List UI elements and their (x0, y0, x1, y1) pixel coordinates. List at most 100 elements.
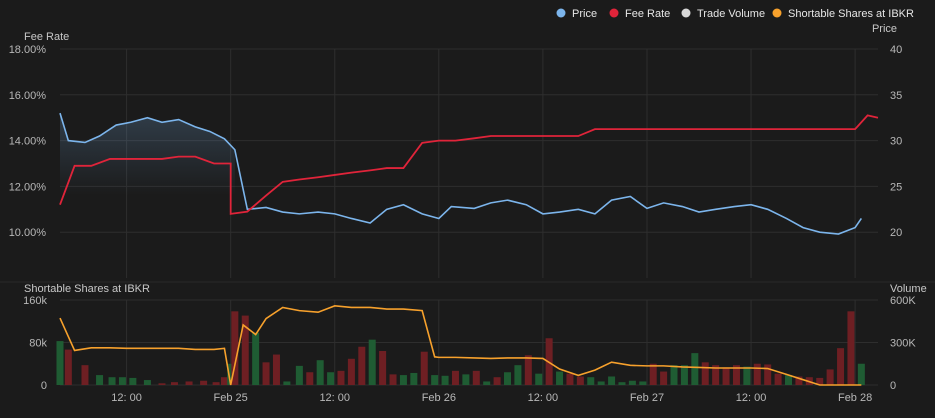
volume-bar[interactable] (774, 373, 782, 385)
volume-bar[interactable] (722, 367, 730, 385)
volume-bar[interactable] (826, 369, 834, 385)
volume-bar[interactable] (316, 360, 324, 385)
volume-bar[interactable] (129, 377, 137, 385)
volume-bar[interactable] (795, 376, 803, 386)
volume-bar[interactable] (118, 377, 126, 385)
bottom-right-tick-label: 600K (890, 295, 916, 307)
volume-bar[interactable] (389, 374, 397, 385)
volume-bar[interactable] (337, 370, 345, 385)
volume-bar[interactable] (712, 365, 720, 385)
legend-label-price[interactable]: Price (572, 8, 597, 20)
volume-bar[interactable] (431, 375, 439, 385)
volume-bar[interactable] (81, 365, 89, 385)
volume-bar[interactable] (566, 373, 574, 385)
volume-bar[interactable] (420, 351, 428, 385)
volume-bar[interactable] (837, 348, 845, 385)
volume-bar[interactable] (753, 363, 761, 385)
volume-bar[interactable] (441, 375, 449, 385)
volume-bar[interactable] (587, 377, 595, 385)
volume-bar[interactable] (220, 377, 228, 385)
volume-bar[interactable] (608, 376, 616, 386)
volume-bar[interactable] (524, 355, 532, 385)
volume-bar[interactable] (96, 375, 104, 385)
volume-bar[interactable] (628, 380, 636, 385)
bottom-right-tick-label: 0 (890, 380, 896, 392)
volume-bar[interactable] (143, 380, 151, 385)
volume-bar[interactable] (212, 382, 220, 385)
volume-bar[interactable] (327, 372, 335, 385)
legend-marker-trade-volume[interactable] (681, 8, 691, 18)
top-right-tick-label: 30 (890, 136, 902, 148)
volume-bar[interactable] (170, 382, 178, 385)
volume-bar[interactable] (857, 363, 865, 385)
volume-bar[interactable] (185, 381, 193, 385)
legend-marker-price[interactable] (556, 8, 566, 18)
legend-marker-shortable-shares-at-ibkr[interactable] (772, 8, 782, 18)
volume-bar[interactable] (660, 371, 668, 385)
legend-label-shortable-shares-at-ibkr[interactable]: Shortable Shares at IBKR (788, 8, 914, 20)
volume-bar[interactable] (295, 365, 303, 385)
x-tick-label: Feb 26 (422, 392, 456, 404)
top-left-tick-label: 10.00% (9, 227, 47, 239)
volume-bar[interactable] (262, 362, 270, 385)
volume-bar[interactable] (649, 363, 657, 385)
volume-bar[interactable] (347, 358, 355, 385)
volume-bar[interactable] (358, 346, 366, 385)
legend-label-trade-volume[interactable]: Trade Volume (697, 8, 765, 20)
volume-bar[interactable] (535, 373, 543, 385)
volume-bar[interactable] (732, 365, 740, 385)
volume-bar[interactable] (272, 354, 280, 385)
bottom-right-tick-label: 300K (890, 338, 916, 350)
legend-marker-fee-rate[interactable] (609, 8, 619, 18)
volume-bar[interactable] (576, 376, 584, 386)
volume-bar[interactable] (816, 377, 824, 385)
legend-label-fee-rate[interactable]: Fee Rate (625, 8, 670, 20)
volume-bar[interactable] (241, 315, 249, 385)
price-line[interactable] (59, 112, 863, 235)
volume-bar[interactable] (670, 365, 678, 385)
volume-bar[interactable] (227, 363, 235, 385)
bottom-right-axis-title: Volume (890, 283, 927, 295)
volume-bar[interactable] (483, 381, 491, 385)
bottom-left-tick-label: 80k (29, 338, 47, 350)
x-tick-label: Feb 27 (630, 392, 664, 404)
volume-bar[interactable] (252, 332, 260, 385)
volume-bar[interactable] (493, 377, 501, 385)
volume-bar[interactable] (680, 365, 688, 385)
volume-bar[interactable] (231, 311, 239, 385)
volume-bar[interactable] (283, 381, 291, 385)
volume-bar[interactable] (379, 351, 387, 385)
bottom-left-tick-label: 160k (23, 295, 47, 307)
volume-bar[interactable] (108, 377, 116, 385)
volume-bar[interactable] (743, 366, 751, 385)
top-right-tick-label: 35 (890, 90, 902, 102)
volume-bar[interactable] (556, 371, 564, 385)
volume-bar[interactable] (514, 365, 522, 385)
volume-bar[interactable] (410, 372, 418, 385)
volume-bar[interactable] (158, 383, 166, 385)
volume-bar[interactable] (306, 372, 314, 385)
volume-bar[interactable] (504, 372, 512, 385)
x-tick-label: Feb 28 (838, 392, 872, 404)
x-tick-label: 12: 00 (528, 392, 559, 404)
volume-bar[interactable] (784, 375, 792, 385)
fee-rate-line[interactable] (59, 114, 879, 215)
volume-bar[interactable] (639, 381, 647, 385)
volume-bar[interactable] (764, 364, 772, 385)
volume-bar[interactable] (64, 349, 72, 385)
volume-bar[interactable] (701, 362, 709, 385)
volume-bar[interactable] (399, 375, 407, 385)
volume-bar[interactable] (368, 339, 376, 385)
volume-bar[interactable] (618, 382, 626, 385)
volume-bar[interactable] (56, 341, 64, 385)
shortable-shares-line[interactable] (59, 305, 862, 386)
volume-bar[interactable] (451, 370, 459, 385)
volume-bar[interactable] (472, 370, 480, 385)
volume-bar[interactable] (597, 381, 605, 385)
volume-bar[interactable] (462, 374, 470, 385)
volume-bar[interactable] (200, 380, 208, 385)
bottom-left-axis-title: Shortable Shares at IBKR (24, 283, 150, 295)
volume-bar[interactable] (691, 353, 699, 385)
top-left-tick-label: 18.00% (9, 44, 47, 56)
volume-bar[interactable] (847, 311, 855, 385)
